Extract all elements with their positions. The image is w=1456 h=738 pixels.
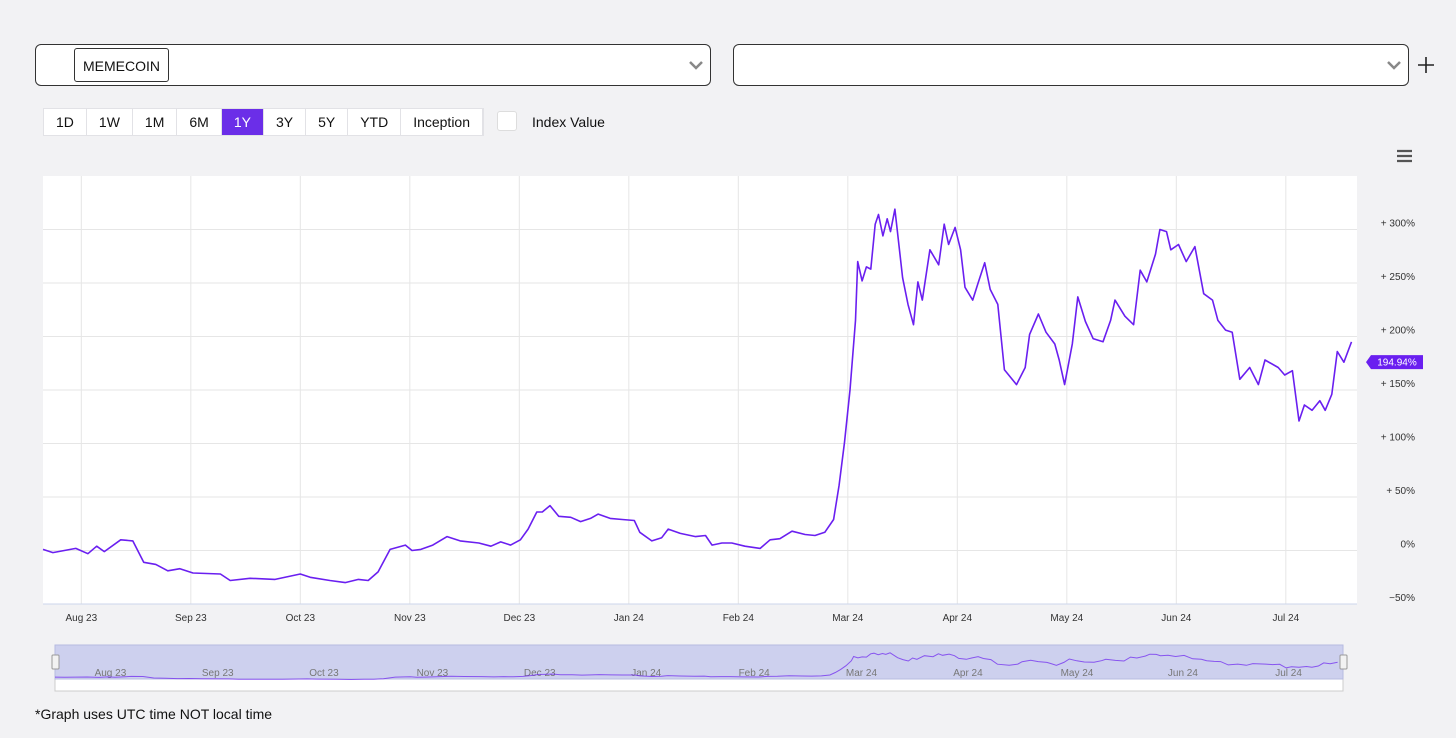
chevron — [1387, 61, 1401, 70]
range-button[interactable]: 1M — [133, 109, 178, 135]
range-button[interactable]: 5Y — [306, 109, 349, 135]
asset-select[interactable]: MEMECOIN — [35, 44, 711, 86]
price-line — [42, 208, 1353, 584]
x-tick-label: May 24 — [1050, 613, 1083, 624]
y-tick-label: + 250% — [1381, 272, 1415, 283]
x-tick-label: Dec 23 — [503, 613, 535, 624]
range-button[interactable]: 6M — [177, 109, 222, 135]
last-value-label: 194.94% — [1377, 358, 1417, 369]
x-tick-label: Jul 24 — [1272, 613, 1299, 624]
range-buttons: 1D 1W 1M 6M 1Y 3Y 5Y YTD Inception — [43, 108, 485, 136]
y-tick-label: + 50% — [1386, 486, 1415, 497]
compare-select[interactable] — [733, 44, 1409, 86]
navigator-line — [54, 652, 1338, 681]
y-tick-label: + 150% — [1381, 379, 1415, 390]
navigator-label: Jun 24 — [1168, 668, 1198, 679]
x-tick-label: Jun 24 — [1161, 613, 1191, 624]
chevron — [689, 61, 703, 70]
x-tick-label: Feb 24 — [723, 613, 755, 624]
x-tick-label: Nov 23 — [394, 613, 426, 624]
chart: −50% 0% + 50% + 100% + 150% + 200% + 250% + 300… — [42, 176, 1423, 692]
navigator-label: Feb 24 — [739, 668, 771, 679]
x-tick-label: Jan 24 — [614, 613, 644, 624]
range-button[interactable]: 1Y — [221, 109, 264, 135]
range-button[interactable]: 1W — [87, 109, 133, 135]
index-label: Index Value — [532, 114, 605, 130]
asset-tag[interactable]: MEMECOIN — [74, 48, 169, 82]
range-button[interactable]: 1D — [44, 109, 87, 135]
y-tick-label: −50% — [1389, 593, 1415, 604]
range-button[interactable]: 3Y — [264, 109, 307, 135]
range-button[interactable]: Inception — [401, 109, 484, 135]
navigator-label: Jul 24 — [1275, 668, 1302, 679]
navigator-label: Sep 23 — [202, 668, 234, 679]
navigator-label: Dec 23 — [524, 668, 556, 679]
last-value-flag — [1366, 355, 1423, 370]
navigator-label: Mar 24 — [846, 668, 878, 679]
navigator-label: May 24 — [1061, 668, 1094, 679]
footnote: *Graph uses UTC time NOT local time — [35, 706, 273, 722]
menu-icon[interactable] — [1396, 149, 1413, 163]
x-tick-label: Oct 23 — [286, 613, 316, 624]
navigator-selection[interactable] — [54, 644, 1344, 680]
y-tick-label: 0% — [1401, 540, 1416, 551]
navigator-label: Nov 23 — [417, 668, 449, 679]
x-tick-label: Mar 24 — [832, 613, 864, 624]
x-tick-label: Aug 23 — [65, 613, 97, 624]
navigator-handle — [1339, 654, 1348, 670]
x-tick-label: Sep 23 — [175, 613, 207, 624]
navigator-label: Apr 24 — [953, 668, 983, 679]
navigator-label: Aug 23 — [95, 668, 127, 679]
range-button[interactable]: YTD — [348, 109, 402, 135]
x-tick-label: Apr 24 — [943, 613, 973, 624]
add-button[interactable] — [1417, 56, 1435, 74]
y-tick-label: + 200% — [1381, 326, 1415, 337]
navigator-handle — [51, 654, 60, 670]
index-checkbox[interactable] — [497, 111, 517, 131]
navigator-label: Oct 23 — [309, 668, 339, 679]
navigator-label: Jan 24 — [631, 668, 661, 679]
y-tick-label: + 100% — [1381, 433, 1415, 444]
y-tick-label: + 300% — [1381, 219, 1415, 230]
